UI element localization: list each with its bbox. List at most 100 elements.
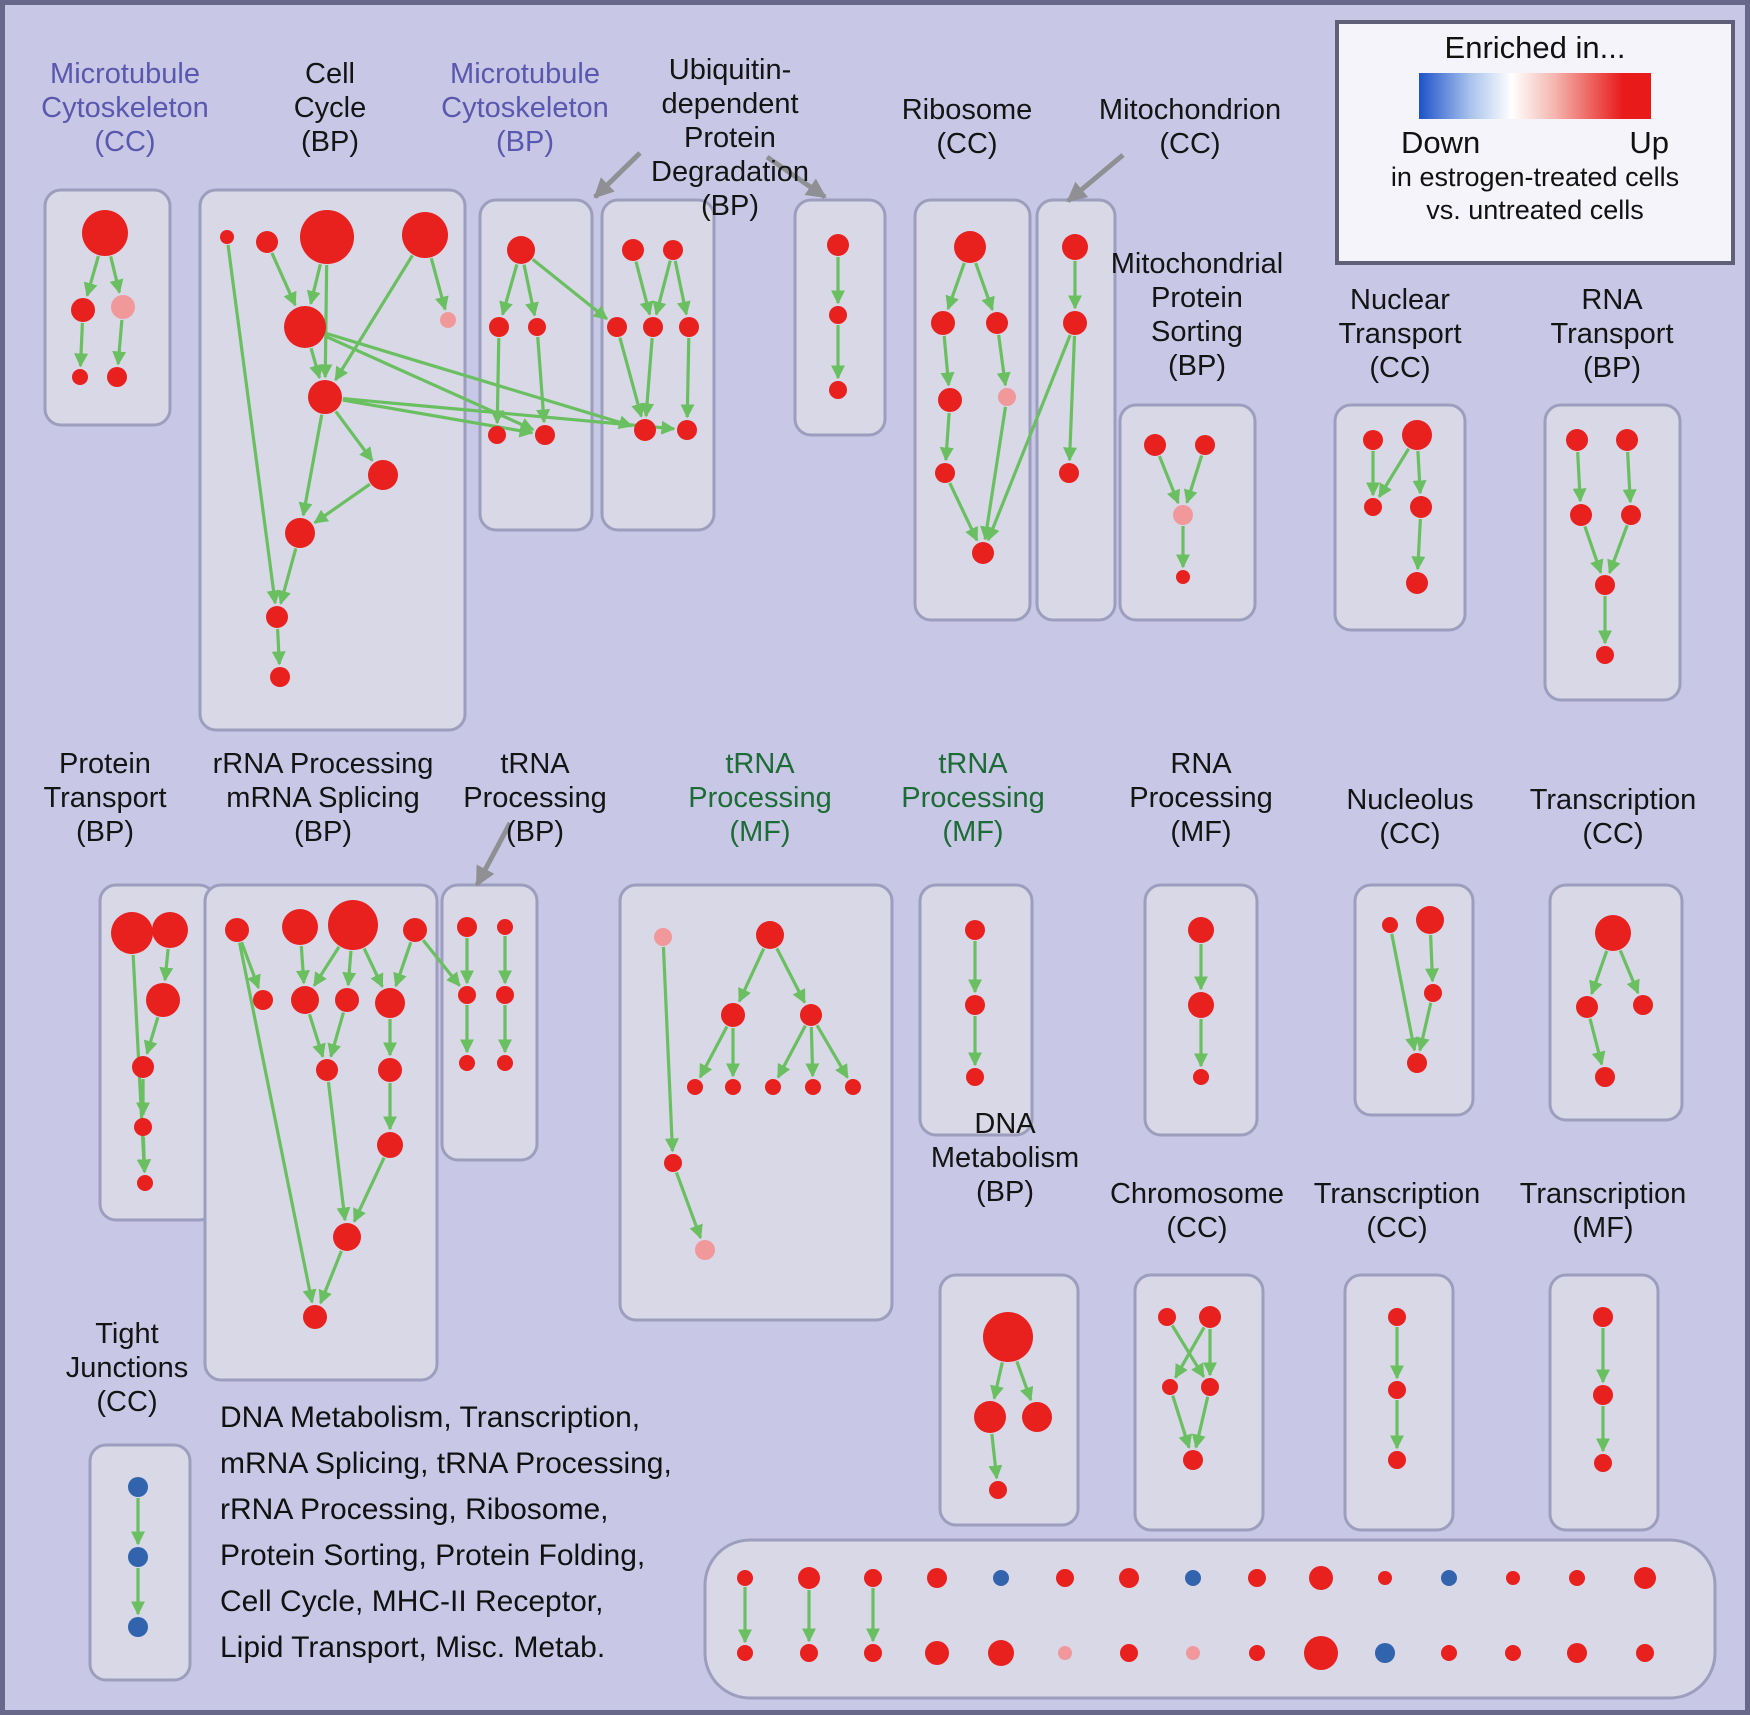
go-relation-edge: [295, 945, 310, 985]
misc-cluster-list: DNA Metabolism, Transcription, mRNA Spli…: [220, 1395, 672, 1671]
go-relation-edge: [112, 319, 127, 366]
cluster-box-ribosome-cc: [913, 198, 1032, 622]
go-term-node-misc-shared-box-22: [1441, 1570, 1457, 1586]
misc-line-5: Cell Cycle, MHC-II Receptor,: [220, 1585, 604, 1618]
go-term-node-transcription-cc-2-1: [1388, 1381, 1406, 1399]
go-relation-edge: [988, 1433, 1003, 1480]
go-relation-edge: [352, 1157, 386, 1223]
go-relation-edge: [1157, 455, 1180, 505]
go-term-node-trna-processing-bp-5: [497, 1055, 513, 1071]
go-relation-edge: [536, 336, 551, 424]
go-term-node-cell-cycle-bp-7: [368, 460, 398, 490]
legend-context-line2: vs. untreated cells: [1426, 195, 1644, 225]
go-term-node-ubiquitin-degradation-bp-3: [643, 317, 663, 337]
go-relation-edge: [334, 410, 374, 462]
go-relation-edge: [490, 337, 505, 425]
go-term-node-transcription-mf-0: [1593, 1307, 1613, 1327]
cluster-box-nucleolus-cc: [1353, 883, 1475, 1117]
go-term-node-trna-processing-mf-1-0: [654, 928, 672, 946]
go-term-node-cell-cycle-bp-3: [402, 212, 448, 258]
go-relation-edge: [313, 482, 371, 525]
go-term-node-ribosome-cc-4: [998, 388, 1016, 406]
cluster-label-transcription-cc-2: Transcription (CC): [1313, 1178, 1481, 1244]
go-term-node-microtubule-cc-2: [111, 295, 135, 319]
cluster-label-cell-cycle-bp: Cell Cycle (BP): [293, 58, 367, 158]
go-term-node-transcription-mf-2: [1594, 1454, 1612, 1472]
go-term-node-trna-processing-mf-1-10: [695, 1240, 715, 1260]
go-term-node-misc-shared-box-28: [1634, 1567, 1656, 1589]
go-term-node-trna-processing-mf-2-0: [965, 920, 985, 940]
go-term-node-misc-shared-box-0: [737, 1570, 753, 1586]
nodes-layer: [71, 210, 1656, 1670]
go-term-node-rna-transport-bp-4: [1595, 575, 1615, 595]
cluster-box-chromosome-cc: [1133, 1273, 1265, 1532]
go-term-node-rrna-mrna-processing-bp-8: [316, 1059, 338, 1081]
go-relation-edge: [421, 939, 461, 987]
go-term-node-trna-processing-mf-2-1: [965, 995, 985, 1015]
go-term-node-dna-metabolism-bp-3: [989, 1481, 1007, 1499]
go-term-node-ribosome-cc-0: [954, 231, 986, 263]
cluster-label-ribosome-cc: Ribosome (CC): [901, 94, 1033, 160]
go-term-node-tight-junctions-cc-1: [128, 1547, 148, 1567]
go-relation-edge: [1412, 450, 1427, 495]
go-relation-edge: [974, 262, 995, 312]
go-relation-edge: [109, 255, 124, 294]
go-relation-edge: [74, 322, 89, 368]
go-term-node-misc-shared-box-24: [1506, 1571, 1520, 1585]
go-relation-edge: [1411, 518, 1426, 571]
trna-bp-label-arrow: [474, 821, 513, 887]
cluster-label-transcription-cc-1: Transcription (CC): [1529, 784, 1697, 850]
go-relation-edge: [1589, 950, 1609, 996]
go-term-node-rrna-mrna-processing-bp-4: [253, 990, 273, 1010]
go-term-node-ubiquitin-degradation-bp-2-2: [829, 381, 847, 399]
go-term-node-misc-shared-box-19: [1304, 1636, 1338, 1670]
go-term-node-misc-shared-box-26: [1569, 1570, 1585, 1586]
go-term-node-misc-shared-box-20: [1378, 1571, 1392, 1585]
go-term-node-ribosome-cc-6: [972, 542, 994, 564]
go-term-node-rrna-mrna-processing-bp-9: [378, 1058, 402, 1082]
go-term-node-trna-processing-mf-1-5: [725, 1079, 741, 1095]
go-relation-edge: [948, 482, 979, 542]
go-term-node-rrna-mrna-processing-bp-7: [375, 988, 405, 1018]
go-term-node-mito-protein-sorting-bp-0: [1144, 434, 1166, 456]
go-term-node-ribosome-cc-5: [935, 463, 955, 483]
go-term-node-mito-protein-sorting-bp-1: [1195, 435, 1215, 455]
go-relation-edge: [159, 948, 174, 982]
go-term-node-misc-shared-box-3: [800, 1644, 818, 1662]
cluster-label-rrna-mrna-processing-bp: rRNA Processing mRNA Splicing (BP): [212, 748, 434, 848]
go-term-node-transcription-cc-1-3: [1595, 1067, 1615, 1087]
go-term-node-misc-shared-box-25: [1505, 1645, 1521, 1661]
go-relation-edge: [137, 1136, 152, 1174]
go-relation-edge: [1622, 451, 1637, 504]
go-term-node-microtubule-bp-4: [535, 425, 555, 445]
go-relation-edge: [1424, 934, 1439, 983]
go-term-node-misc-shared-box-17: [1249, 1645, 1265, 1661]
legend-up-label: Up: [1629, 125, 1669, 160]
go-relation-edge: [1415, 1002, 1433, 1052]
go-term-node-misc-shared-box-2: [798, 1567, 820, 1589]
cluster-label-microtubule-bp: Microtubule Cytoskeleton (BP): [441, 58, 609, 158]
go-relation-edge: [312, 946, 341, 987]
go-term-node-chromosome-cc-0: [1158, 1308, 1176, 1326]
go-relation-edge: [815, 1024, 849, 1079]
go-term-node-nucleolus-cc-3: [1407, 1053, 1427, 1073]
go-term-node-ubiquitin-degradation-bp-2: [607, 317, 627, 337]
go-relation-edge: [737, 947, 766, 1003]
cluster-box-trna-processing-mf-1: [618, 883, 894, 1322]
go-relation-edge: [307, 1013, 326, 1058]
go-term-node-trna-processing-mf-1-2: [721, 1003, 745, 1027]
go-term-node-mitochondrion-cc-1: [1063, 311, 1087, 335]
go-relation-edge: [1174, 1326, 1206, 1379]
cluster-label-rna-transport-bp: RNA Transport (BP): [1550, 284, 1674, 384]
cluster-label-trna-processing-mf-2: tRNA Processing (MF): [901, 748, 1045, 848]
go-term-node-transcription-cc-1-1: [1576, 996, 1598, 1018]
go-relation-edge: [939, 412, 954, 462]
go-relation-edge: [1377, 447, 1411, 498]
go-relation-edge: [1170, 1324, 1206, 1378]
go-term-node-trna-processing-bp-2: [458, 986, 476, 1004]
go-relation-edge: [327, 1012, 345, 1058]
go-term-node-misc-shared-box-15: [1186, 1646, 1200, 1660]
go-term-node-rna-transport-bp-3: [1621, 505, 1641, 525]
go-term-node-trna-processing-bp-1: [497, 919, 513, 935]
go-term-node-microtubule-cc-3: [72, 369, 88, 385]
